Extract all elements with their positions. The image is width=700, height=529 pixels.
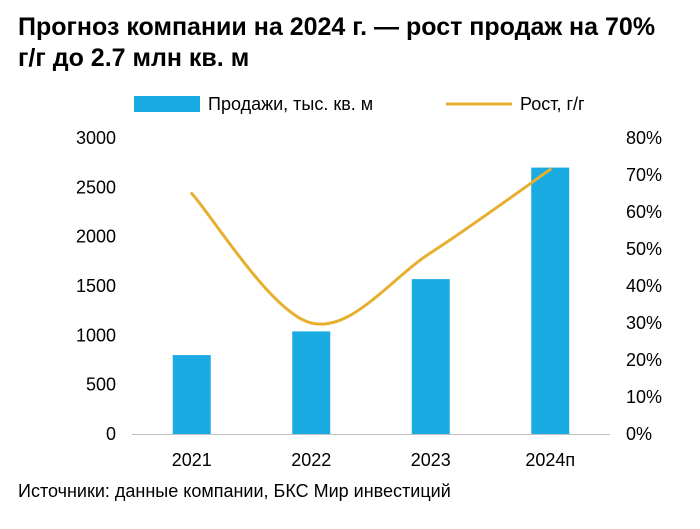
y-right-tick-label: 20% <box>626 350 662 370</box>
x-tick-label: 2021 <box>172 450 212 470</box>
y-left-tick-label: 1000 <box>76 325 116 345</box>
y-left-tick-label: 2000 <box>76 227 116 247</box>
legend-swatch-sales <box>134 96 200 112</box>
y-left-tick-label: 500 <box>86 375 116 395</box>
bar-2021 <box>172 355 211 434</box>
y-axis-left: 0 500 1000 1500 2000 2500 3000 <box>76 128 116 444</box>
y-right-tick-label: 50% <box>626 239 662 259</box>
chart-legend: Продажи, тыс. кв. м Рост, г/г <box>134 94 585 114</box>
x-axis-labels: 2021 2022 2023 2024п <box>172 450 575 470</box>
y-right-tick-label: 80% <box>626 128 662 148</box>
legend-label-sales: Продажи, тыс. кв. м <box>208 94 373 114</box>
y-right-tick-label: 10% <box>626 387 662 407</box>
x-tick-label: 2024п <box>525 450 575 470</box>
y-right-tick-label: 30% <box>626 313 662 333</box>
x-tick-label: 2023 <box>411 450 451 470</box>
y-left-tick-label: 3000 <box>76 128 116 148</box>
y-right-tick-label: 70% <box>626 165 662 185</box>
growth-line <box>190 167 552 326</box>
bar-2024п <box>531 167 570 434</box>
y-left-tick-label: 0 <box>106 424 116 444</box>
chart-title: Прогноз компании на 2024 г. — рост прода… <box>18 13 656 72</box>
y-left-tick-label: 1500 <box>76 276 116 296</box>
y-right-tick-label: 0% <box>626 424 652 444</box>
x-tick-label: 2022 <box>291 450 331 470</box>
legend-label-growth: Рост, г/г <box>520 94 585 114</box>
y-right-tick-label: 60% <box>626 202 662 222</box>
y-right-tick-label: 40% <box>626 276 662 296</box>
bar-2022 <box>292 331 331 434</box>
source-note: Источники: данные компании, БКС Мир инве… <box>18 481 451 501</box>
y-left-tick-label: 2500 <box>76 177 116 197</box>
bar-series <box>172 167 570 434</box>
y-axis-right: 0% 10% 20% 30% 40% 50% 60% 70% 80% <box>626 128 662 444</box>
bar-2023 <box>411 279 450 434</box>
